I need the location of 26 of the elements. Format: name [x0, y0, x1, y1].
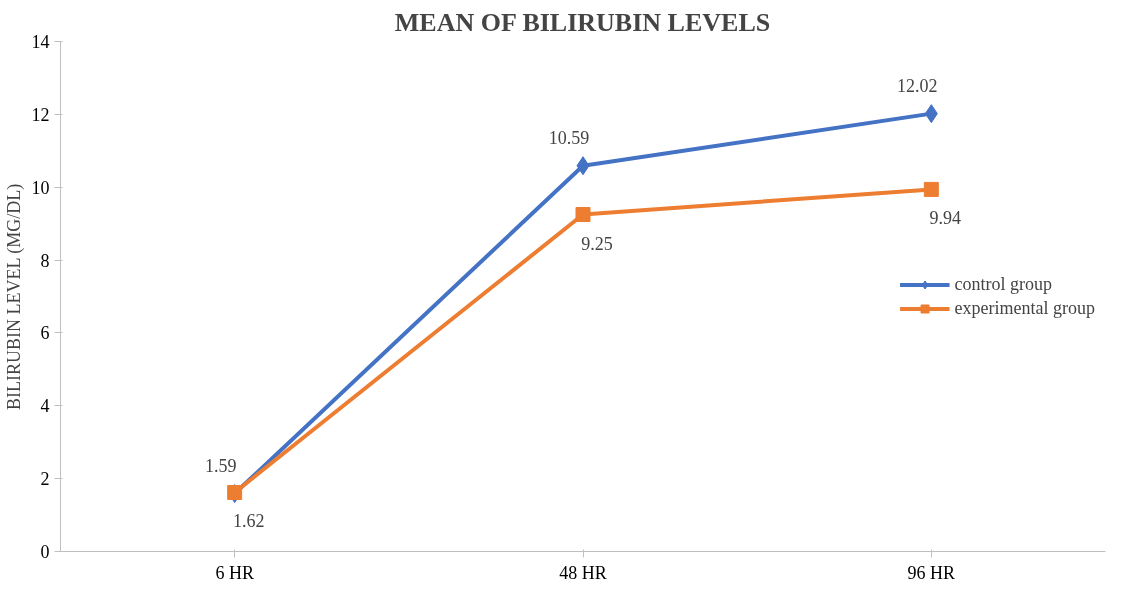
legend-label: control group	[954, 273, 1053, 295]
point	[924, 104, 938, 124]
y-tick-label: 6	[40, 323, 50, 344]
y-axis-title: BILIRUBIN LEVEL (MG/DL)	[3, 183, 25, 410]
data-label: 10.59	[548, 127, 590, 148]
point	[576, 156, 590, 176]
data-label: 9.25	[581, 233, 613, 254]
data-label: 1.59	[204, 455, 237, 476]
y-tick-label: 4	[40, 396, 50, 417]
x-tick-label: 96 HR	[907, 562, 956, 583]
point	[923, 181, 939, 197]
x-tick-label: 48 HR	[559, 562, 607, 583]
point	[575, 207, 591, 223]
data-label: 9.94	[929, 208, 962, 229]
data-label: 1.62	[232, 511, 265, 532]
y-tick-label: 8	[40, 250, 50, 271]
y-tick-label: 12	[31, 104, 50, 125]
legend-label: experimental group	[954, 297, 1095, 319]
data-label: 12.02	[897, 75, 938, 96]
chart-title: MEAN OF BILIRUBIN LEVELS	[394, 7, 771, 37]
y-tick-label: 0	[40, 542, 50, 562]
y-tick-label: 14	[31, 32, 50, 52]
y-tick-label: 2	[40, 469, 50, 490]
x-tick-label: 6 HR	[215, 562, 254, 583]
y-tick-label: 10	[31, 177, 50, 198]
point	[227, 484, 243, 500]
